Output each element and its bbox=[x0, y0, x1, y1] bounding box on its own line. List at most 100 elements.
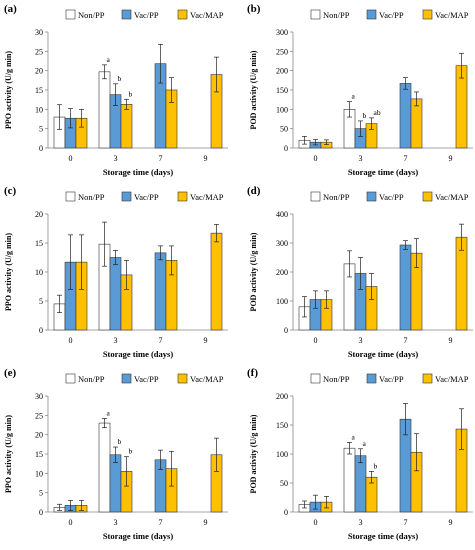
significance-label: b bbox=[129, 447, 133, 456]
y-tick-label: 200 bbox=[276, 392, 288, 401]
legend-label: Vac/PP bbox=[379, 192, 404, 202]
legend-label: Vac/MAP bbox=[435, 10, 469, 20]
x-tick-label: 3 bbox=[359, 518, 363, 527]
legend-swatch bbox=[366, 373, 377, 384]
legend-label: Vac/MAP bbox=[190, 192, 224, 202]
x-tick-label: 3 bbox=[114, 518, 118, 527]
bar-vac-pp bbox=[354, 455, 367, 513]
legend-label: Non/PP bbox=[323, 10, 350, 20]
y-tick-label: 15 bbox=[35, 450, 43, 459]
significance-label: b bbox=[129, 89, 133, 98]
legend-label: Vac/MAP bbox=[190, 374, 224, 384]
legend-swatch bbox=[177, 9, 188, 20]
x-tick-label: 0 bbox=[69, 154, 73, 163]
y-tick-label: 0 bbox=[39, 144, 43, 153]
panel-label: (d) bbox=[247, 185, 261, 197]
y-tick-label: 5 bbox=[39, 297, 43, 306]
significance-label: b bbox=[374, 461, 378, 470]
y-tick-label: 15 bbox=[35, 239, 43, 248]
x-tick-label: 9 bbox=[449, 336, 453, 345]
bar-vac-map bbox=[410, 98, 423, 149]
x-axis-title: Storage time (days) bbox=[348, 167, 419, 177]
y-tick-label: 150 bbox=[276, 421, 288, 430]
x-tick-label: 7 bbox=[404, 336, 408, 345]
bar-non-pp bbox=[98, 71, 111, 149]
y-tick-label: 200 bbox=[276, 67, 288, 76]
legend-swatch bbox=[366, 9, 377, 20]
x-tick-label: 7 bbox=[159, 154, 163, 163]
x-tick-label: 9 bbox=[449, 518, 453, 527]
bar-vac-map bbox=[455, 236, 468, 331]
legend-swatch bbox=[65, 373, 76, 384]
legend-label: Vac/MAP bbox=[435, 192, 469, 202]
bar-vac-pp bbox=[399, 244, 412, 331]
y-tick-label: 0 bbox=[39, 326, 43, 335]
legend-label: Vac/PP bbox=[379, 374, 404, 384]
significance-label: a bbox=[107, 55, 111, 64]
x-tick-label: 0 bbox=[69, 518, 73, 527]
x-tick-label: 0 bbox=[314, 336, 318, 345]
x-tick-label: 7 bbox=[159, 518, 163, 527]
y-tick-label: 50 bbox=[280, 479, 288, 488]
y-tick-label: 0 bbox=[284, 326, 288, 335]
y-tick-label: 0 bbox=[284, 508, 288, 517]
y-tick-label: 10 bbox=[35, 469, 43, 478]
y-tick-label: 200 bbox=[276, 268, 288, 277]
significance-label: b bbox=[363, 111, 367, 120]
y-axis-title: POD activity (U/g min) bbox=[249, 232, 258, 311]
y-tick-label: 20 bbox=[35, 431, 43, 440]
y-tick-label: 300 bbox=[276, 239, 288, 248]
x-tick-label: 7 bbox=[404, 154, 408, 163]
x-tick-label: 0 bbox=[69, 336, 73, 345]
bar-vac-pp bbox=[109, 257, 122, 331]
x-axis-title: Storage time (days) bbox=[103, 531, 174, 541]
legend-label: Vac/PP bbox=[134, 374, 159, 384]
y-tick-label: 100 bbox=[276, 105, 288, 114]
bar-vac-pp bbox=[399, 83, 412, 149]
significance-label: a bbox=[107, 408, 111, 417]
x-tick-label: 0 bbox=[314, 154, 318, 163]
legend-swatch bbox=[310, 9, 321, 20]
y-tick-label: 10 bbox=[35, 105, 43, 114]
y-tick-label: 5 bbox=[39, 125, 43, 134]
x-tick-label: 9 bbox=[204, 518, 208, 527]
significance-label: b bbox=[118, 437, 122, 446]
legend-swatch bbox=[422, 373, 433, 384]
legend-swatch bbox=[65, 9, 76, 20]
y-tick-label: 15 bbox=[35, 86, 43, 95]
y-tick-label: 100 bbox=[276, 297, 288, 306]
y-tick-label: 20 bbox=[35, 67, 43, 76]
y-tick-label: 25 bbox=[35, 47, 43, 56]
panel-label: (c) bbox=[4, 185, 17, 197]
legend-swatch bbox=[422, 9, 433, 20]
legend-swatch bbox=[422, 191, 433, 202]
x-tick-label: 3 bbox=[359, 336, 363, 345]
legend-swatch bbox=[366, 191, 377, 202]
legend-swatch bbox=[177, 191, 188, 202]
legend-label: Non/PP bbox=[78, 374, 105, 384]
y-axis-title: PPO activity (U/g min) bbox=[4, 233, 13, 311]
legend-swatch bbox=[121, 373, 132, 384]
panel-label: (b) bbox=[247, 3, 261, 15]
panel-label: (f) bbox=[247, 367, 258, 379]
chart-panel-f: (f) 0 50 100 150 200 POD activity (U/g min) Sto… bbox=[247, 367, 473, 541]
y-axis-title: POD activity (U/g min) bbox=[249, 50, 258, 129]
bar-vac-pp bbox=[109, 454, 122, 513]
x-axis-title: Storage time (days) bbox=[348, 349, 419, 359]
x-axis-title: Storage time (days) bbox=[348, 531, 419, 541]
bar-non-pp bbox=[98, 422, 111, 513]
y-tick-label: 0 bbox=[284, 144, 288, 153]
legend-label: Non/PP bbox=[323, 374, 350, 384]
chart-panel-c: (c) 0 5 10 15 20 PPO activity (U/g min) Storage… bbox=[4, 185, 228, 359]
legend-label: Vac/PP bbox=[134, 10, 159, 20]
x-tick-label: 7 bbox=[404, 518, 408, 527]
panel-label: (e) bbox=[4, 367, 17, 379]
y-axis-title: PPO activity (U/g min) bbox=[4, 51, 13, 129]
legend-label: Vac/MAP bbox=[435, 374, 469, 384]
significance-label: a bbox=[352, 92, 356, 101]
significance-label: a bbox=[352, 432, 356, 441]
y-tick-label: 20 bbox=[35, 210, 43, 219]
